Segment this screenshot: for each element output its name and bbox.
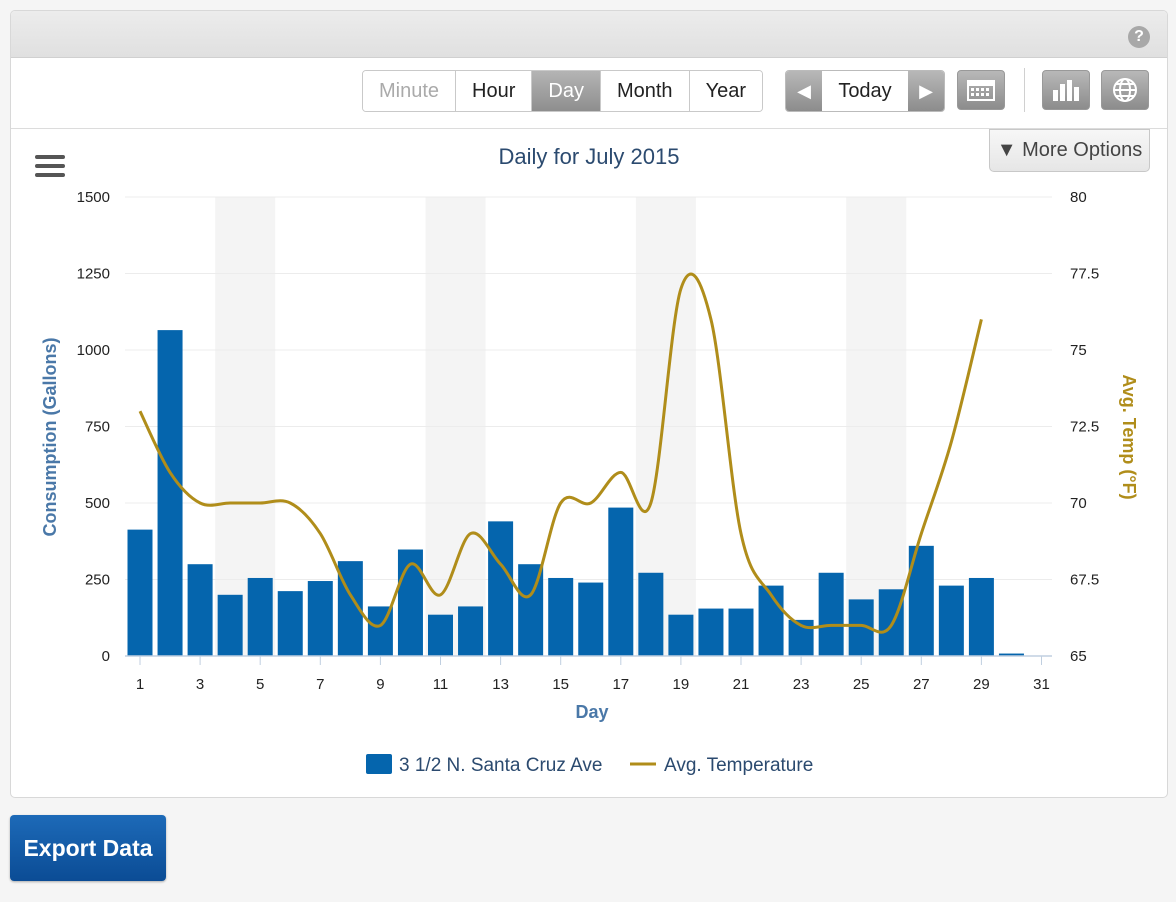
legend-item-temperature[interactable]: Avg. Temperature [664, 755, 813, 776]
x-tick-label: 21 [733, 676, 750, 693]
consumption-bar-day-20[interactable] [698, 608, 724, 656]
consumption-bar-day-13[interactable] [488, 521, 514, 656]
consumption-bar-day-7[interactable] [307, 581, 333, 656]
map-view-button[interactable] [1101, 70, 1149, 110]
interval-month-button[interactable]: Month [600, 71, 690, 111]
chart-legend: 3 1/2 N. Santa Cruz Ave Avg. Temperature [366, 754, 813, 776]
consumption-bar-day-5[interactable] [247, 577, 273, 656]
consumption-bar-day-11[interactable] [428, 614, 453, 656]
calendar-icon [967, 80, 995, 101]
consumption-bar-day-12[interactable] [458, 606, 484, 656]
x-tick-label: 19 [673, 676, 690, 693]
x-tick-label: 29 [973, 676, 990, 693]
x-tick-label: 17 [612, 676, 629, 693]
right-y-tick-label: 72.5 [1070, 419, 1099, 436]
chart-menu-icon[interactable] [35, 155, 65, 181]
panel-header: ? [11, 11, 1167, 58]
x-tick-label: 31 [1033, 676, 1050, 693]
left-y-tick-label: 1000 [77, 342, 110, 359]
consumption-bar-day-15[interactable] [548, 577, 574, 656]
next-period-button[interactable]: ▶ [908, 71, 944, 111]
more-options-button[interactable]: ▼ More Options [989, 129, 1150, 172]
toolbar-divider [1024, 68, 1025, 112]
right-y-tick-label: 65 [1070, 648, 1087, 665]
consumption-bar-day-1[interactable] [127, 529, 153, 656]
consumption-bar-day-16[interactable] [578, 582, 604, 656]
chart-panel: ? Minute Hour Day Month Year ◀ Today ▶ [10, 10, 1168, 798]
help-icon[interactable]: ? [1128, 26, 1150, 48]
consumption-bar-day-3[interactable] [187, 564, 213, 656]
consumption-chart: 02505007501000125015006567.57072.57577.5… [40, 144, 1139, 776]
toolbar: Minute Hour Day Month Year ◀ Today ▶ [11, 58, 1167, 129]
left-y-tick-label: 1250 [77, 266, 110, 283]
x-tick-label: 27 [913, 676, 930, 693]
left-y-tick-label: 500 [85, 495, 110, 512]
x-tick-label: 1 [136, 676, 144, 693]
calendar-button[interactable] [957, 70, 1005, 110]
temperature-line[interactable] [138, 272, 983, 634]
x-tick-label: 3 [196, 676, 204, 693]
consumption-bar-day-4[interactable] [217, 594, 243, 656]
consumption-bar-day-21[interactable] [728, 608, 754, 656]
right-y-tick-label: 80 [1070, 189, 1087, 206]
previous-period-button[interactable]: ◀ [786, 71, 822, 111]
x-tick-label: 5 [256, 676, 264, 693]
right-y-tick-label: 75 [1070, 342, 1087, 359]
consumption-bar-day-30[interactable] [998, 653, 1024, 656]
consumption-bar-day-29[interactable] [968, 577, 994, 656]
x-tick-label: 23 [793, 676, 810, 693]
consumption-bar-day-17[interactable] [608, 507, 634, 656]
x-tick-label: 7 [316, 676, 324, 693]
consumption-bar-day-19[interactable] [668, 614, 694, 656]
interval-year-button[interactable]: Year [689, 71, 762, 111]
consumption-bar-day-6[interactable] [277, 591, 303, 656]
x-tick-label: 25 [853, 676, 870, 693]
interval-selector: Minute Hour Day Month Year [362, 70, 763, 112]
left-y-tick-label: 1500 [77, 189, 110, 206]
export-data-button[interactable]: Export Data [10, 815, 166, 881]
right-y-tick-label: 67.5 [1070, 572, 1099, 589]
right-y-tick-label: 77.5 [1070, 266, 1099, 283]
consumption-bar-day-28[interactable] [938, 585, 964, 656]
consumption-bar-day-24[interactable] [818, 572, 844, 656]
date-navigator: ◀ Today ▶ [785, 70, 945, 112]
right-y-tick-label: 70 [1070, 495, 1087, 512]
consumption-bar-day-2[interactable] [157, 330, 183, 656]
x-tick-label: 13 [492, 676, 509, 693]
interval-hour-button[interactable]: Hour [456, 71, 533, 111]
interval-minute-button: Minute [363, 71, 457, 111]
left-y-tick-label: 750 [85, 419, 110, 436]
today-button[interactable]: Today [822, 71, 908, 111]
chart-view-button[interactable] [1042, 70, 1090, 110]
left-y-tick-label: 0 [102, 648, 110, 665]
left-axis-title: Consumption (Gallons) [40, 338, 60, 537]
x-tick-label: 15 [552, 676, 569, 693]
right-axis-title: Avg. Temp (°F) [1119, 374, 1139, 499]
x-tick-label: 9 [376, 676, 384, 693]
left-y-tick-label: 250 [85, 572, 110, 589]
interval-day-button[interactable]: Day [532, 71, 601, 111]
legend-item-consumption[interactable]: 3 1/2 N. Santa Cruz Ave [399, 755, 603, 776]
globe-icon [1113, 78, 1137, 102]
consumption-bar-day-18[interactable] [638, 572, 664, 656]
bar-chart-icon [1053, 80, 1079, 101]
chart-title: Daily for July 2015 [499, 144, 680, 169]
x-tick-label: 11 [433, 676, 449, 693]
x-axis-title: Day [575, 702, 608, 722]
legend-bar-swatch [366, 754, 392, 774]
